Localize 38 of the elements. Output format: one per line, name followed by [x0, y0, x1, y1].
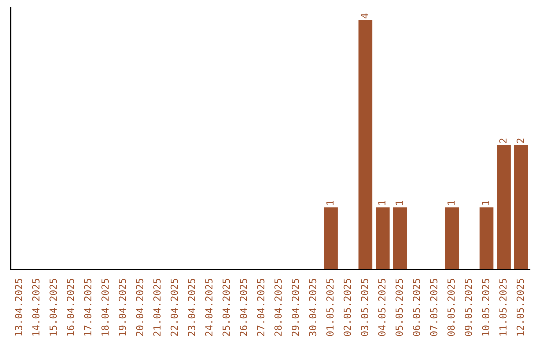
data-label: 1 — [326, 201, 334, 206]
x-tick-label: 03.05.2025 — [361, 279, 368, 336]
x-tick-label: 17.04.2025 — [84, 279, 92, 336]
x-tick-label: 20.04.2025 — [136, 279, 144, 336]
x-tick-label: 18.04.2025 — [102, 279, 109, 336]
x-tick-label: 04.05.2025 — [378, 279, 386, 336]
data-label: 1 — [396, 201, 403, 206]
x-tick-label: 13.04.2025 — [15, 279, 22, 336]
data-label: 1 — [448, 201, 455, 206]
data-label: 2 — [516, 138, 524, 144]
x-tick-label: 15.04.2025 — [50, 279, 58, 336]
data-label: 1 — [378, 201, 386, 206]
x-tick-label: 05.05.2025 — [396, 279, 404, 336]
x-tick-label: 27.04.2025 — [257, 279, 265, 336]
x-tick-label: 29.04.2025 — [292, 279, 300, 336]
x-tick-label: 14.04.2025 — [32, 279, 40, 336]
x-tick-label: 25.04.2025 — [222, 279, 230, 336]
x-tick-label: 06.05.2025 — [413, 279, 420, 336]
x-tick-label: 26.04.2025 — [240, 279, 248, 336]
x-tick-label: 09.05.2025 — [464, 279, 472, 336]
x-tick-label: 16.04.2025 — [67, 279, 74, 336]
x-tick-label: 19.04.2025 — [118, 279, 126, 336]
x-tick-label: 07.05.2025 — [430, 279, 438, 336]
x-tick-label: 01.05.2025 — [326, 279, 334, 336]
x-tick-label: 30.04.2025 — [309, 279, 317, 336]
x-tick-label: 12.05.2025 — [516, 279, 524, 336]
data-label: 2 — [500, 138, 507, 144]
data-label: 4 — [361, 14, 368, 19]
x-tick-label: 11.05.2025 — [500, 279, 507, 336]
x-tick-label: 28.04.2025 — [274, 279, 282, 336]
data-label: 1 — [482, 201, 490, 206]
x-tick-label: 10.05.2025 — [482, 279, 490, 336]
x-tick-label: 21.04.2025 — [154, 279, 161, 336]
x-tick-label: 02.05.2025 — [344, 279, 352, 336]
x-tick-label: 23.04.2025 — [188, 279, 196, 336]
x-tick-label: 08.05.2025 — [448, 279, 455, 336]
x-tick-label: 22.04.2025 — [170, 279, 178, 336]
x-tick-label: 24.04.2025 — [205, 279, 213, 336]
